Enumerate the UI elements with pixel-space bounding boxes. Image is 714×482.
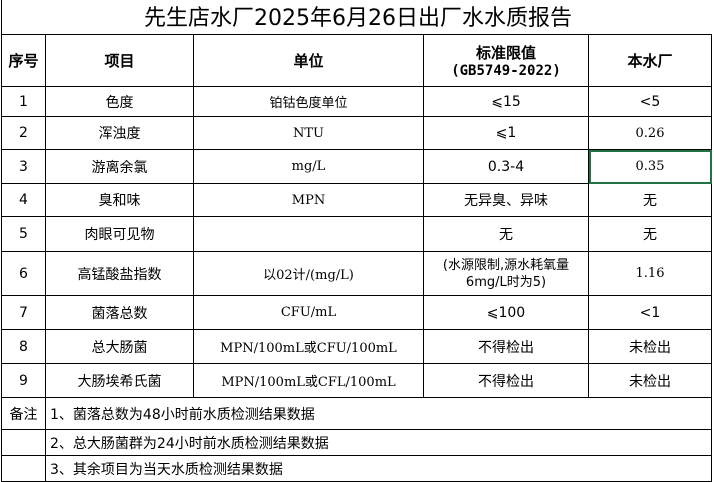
header-item[interactable]: 项目 (45, 34, 194, 87)
row-unit[interactable]: NTU (193, 116, 424, 150)
header-row: 序号 项目 单位 标准限值 (GB5749-2022) 本水厂 (1, 34, 712, 87)
note-text[interactable]: 2、总大肠菌群为24小时前水质检测结果数据 (45, 429, 712, 456)
row-standard[interactable]: 0.3-4 (423, 149, 589, 184)
table-row: 3 游离余氯 mg/L 0.3-4 0.35 (1, 149, 712, 184)
row-standard[interactable]: 不得检出 (423, 363, 589, 398)
row-unit[interactable]: 以02计/(mg/L) (193, 251, 424, 296)
row-plant-value[interactable]: <5 (588, 86, 712, 117)
row-item[interactable]: 色度 (45, 86, 194, 117)
row-no[interactable]: 4 (1, 183, 46, 217)
row-item[interactable]: 总大肠菌 (45, 329, 194, 364)
row-no[interactable]: 3 (1, 149, 46, 184)
row-standard[interactable]: ⩽1 (423, 116, 589, 150)
table-row: 7 菌落总数 CFU/mL ⩽100 <1 (1, 295, 712, 330)
row-plant-value[interactable]: 未检出 (588, 363, 712, 398)
notes-row: 2、总大肠菌群为24小时前水质检测结果数据 (1, 429, 712, 456)
row-plant-value[interactable]: 无 (588, 216, 712, 252)
water-quality-table: 序号 项目 单位 标准限值 (GB5749-2022) 本水厂 1 色度 铂钴色度单位… (1, 34, 712, 482)
row-plant-value[interactable]: 无 (588, 183, 712, 217)
row-standard[interactable]: 无 (423, 216, 589, 252)
table-row: 2 浑浊度 NTU ⩽1 0.26 (1, 116, 712, 150)
row-plant-value[interactable]: 0.35 (588, 149, 712, 184)
row-standard[interactable]: ⩽100 (423, 295, 589, 330)
row-no[interactable]: 8 (1, 329, 46, 364)
table-row: 5 肉眼可见物 无无 (1, 216, 712, 252)
table-row: 1 色度 铂钴色度单位 ⩽15 <5 (1, 86, 712, 117)
row-standard[interactable]: 无异臭、异味 (423, 183, 589, 217)
header-plant[interactable]: 本水厂 (588, 34, 712, 87)
row-no[interactable]: 2 (1, 116, 46, 150)
row-unit[interactable] (193, 216, 424, 252)
header-unit[interactable]: 单位 (193, 34, 424, 87)
report-title: 先生店水厂2025年6月26日出厂水水质报告 (1, 0, 714, 34)
table-row: 9 大肠埃希氏菌 MPN/100mL或CFL/100mL 不得检出 未检出 (1, 363, 712, 398)
row-item[interactable]: 菌落总数 (45, 295, 194, 330)
notes-label[interactable] (1, 429, 46, 456)
row-item[interactable]: 高锰酸盐指数 (45, 251, 194, 296)
row-standard[interactable]: ⩽15 (423, 86, 589, 117)
row-plant-value[interactable]: 0.26 (588, 116, 712, 150)
row-no[interactable]: 5 (1, 216, 46, 252)
table-row: 4 臭和味 MPN 无异臭、异味无 (1, 183, 712, 217)
row-standard[interactable]: 不得检出 (423, 329, 589, 364)
row-plant-value[interactable]: <1 (588, 295, 712, 330)
header-standard-code: (GB5749-2022) (451, 63, 561, 79)
notes-row: 备注 1、菌落总数为48小时前水质检测结果数据 (1, 397, 712, 430)
header-standard[interactable]: 标准限值 (GB5749-2022) (423, 34, 589, 87)
note-text[interactable]: 1、菌落总数为48小时前水质检测结果数据 (45, 397, 712, 430)
row-plant-value[interactable]: 1.16 (588, 251, 712, 296)
row-no[interactable]: 6 (1, 251, 46, 296)
row-unit[interactable]: CFU/mL (193, 295, 424, 330)
notes-row: 3、其余项目为当天水质检测结果数据 (1, 455, 712, 482)
row-item[interactable]: 臭和味 (45, 183, 194, 217)
notes-label[interactable] (1, 455, 46, 482)
row-plant-value[interactable]: 未检出 (588, 329, 712, 364)
note-text[interactable]: 3、其余项目为当天水质检测结果数据 (45, 455, 712, 482)
header-no[interactable]: 序号 (1, 34, 46, 87)
row-no[interactable]: 7 (1, 295, 46, 330)
row-item[interactable]: 游离余氯 (45, 149, 194, 184)
row-unit[interactable]: MPN/100mL或CFL/100mL (193, 363, 424, 398)
row-unit[interactable]: MPN/100mL或CFU/100mL (193, 329, 424, 364)
row-item[interactable]: 肉眼可见物 (45, 216, 194, 252)
table-row: 8 总大肠菌 MPN/100mL或CFU/100mL 不得检出 未检出 (1, 329, 712, 364)
row-no[interactable]: 9 (1, 363, 46, 398)
row-unit[interactable]: mg/L (193, 149, 424, 184)
row-no[interactable]: 1 (1, 86, 46, 117)
row-item[interactable]: 浑浊度 (45, 116, 194, 150)
row-item[interactable]: 大肠埃希氏菌 (45, 363, 194, 398)
row-unit[interactable]: MPN (193, 183, 424, 217)
table-row: 6 高锰酸盐指数 以02计/(mg/L) (水源限制,源水耗氧量6mg/L时为5) 1.… (1, 251, 712, 296)
notes-label[interactable]: 备注 (1, 397, 46, 430)
row-standard[interactable]: (水源限制,源水耗氧量6mg/L时为5) (423, 251, 589, 296)
header-standard-label: 标准限值 (475, 44, 536, 62)
row-unit[interactable]: 铂钴色度单位 (193, 86, 424, 117)
